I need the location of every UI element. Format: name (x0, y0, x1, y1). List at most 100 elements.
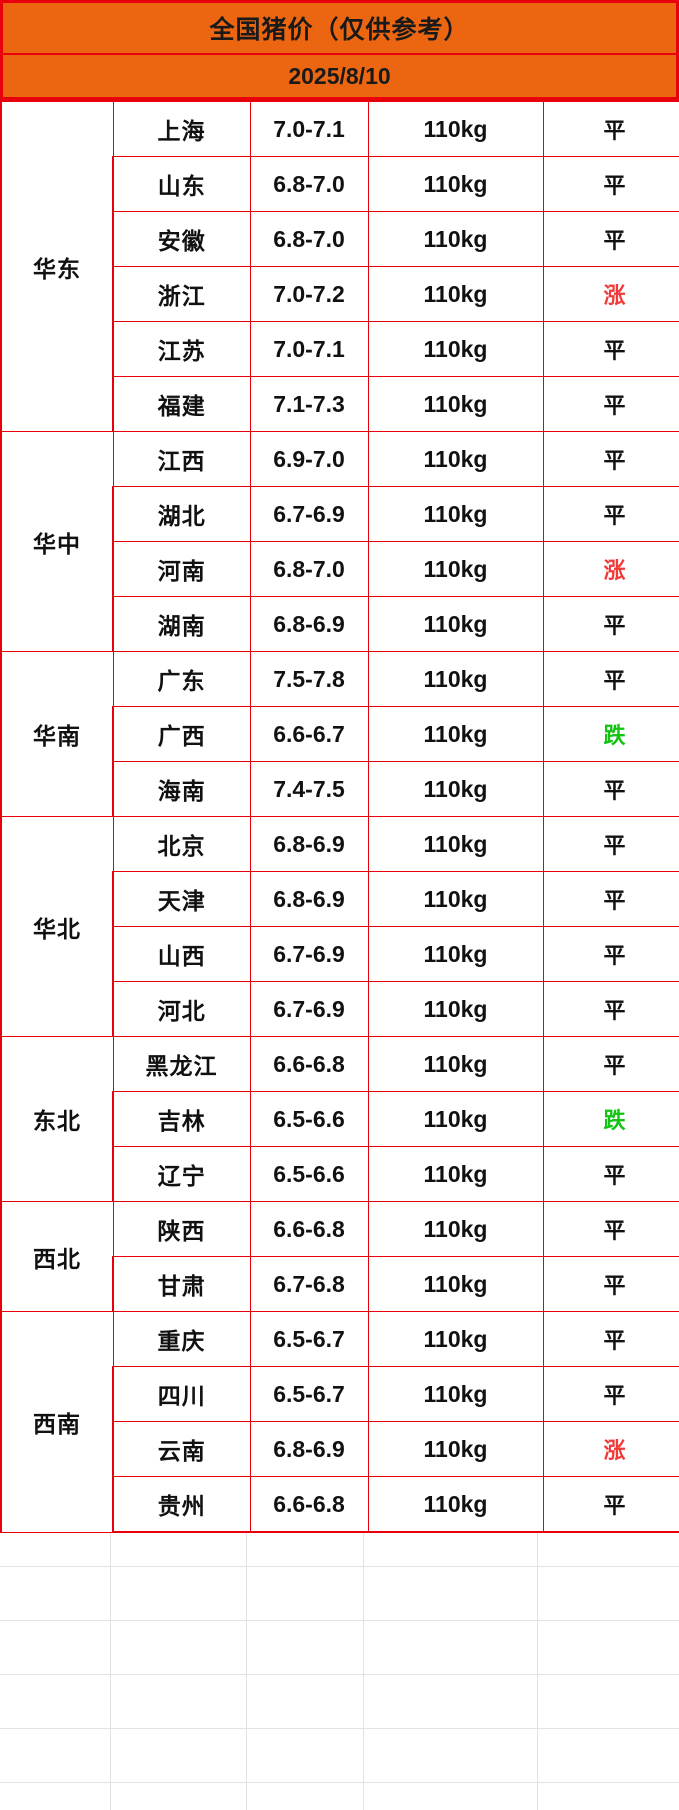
price-cell[interactable]: 6.7-6.9 (249, 981, 369, 1037)
province-cell[interactable]: 浙江 (112, 266, 251, 322)
province-cell[interactable]: 山西 (112, 926, 251, 982)
weight-cell[interactable]: 110kg (367, 1366, 544, 1422)
province-cell[interactable]: 甘肃 (112, 1256, 251, 1312)
weight-cell[interactable]: 110kg (367, 816, 544, 872)
province-cell[interactable]: 吉林 (112, 1091, 251, 1147)
price-cell[interactable]: 6.8-7.0 (249, 211, 369, 267)
trend-cell[interactable]: 平 (542, 926, 679, 982)
province-cell[interactable]: 贵州 (112, 1476, 251, 1533)
trend-cell[interactable]: 平 (542, 651, 679, 707)
price-cell[interactable]: 6.8-7.0 (249, 156, 369, 212)
region-cell[interactable]: 华东 (0, 100, 114, 432)
weight-cell[interactable]: 110kg (367, 1036, 544, 1092)
province-cell[interactable]: 上海 (112, 100, 251, 157)
trend-cell[interactable]: 平 (542, 1146, 679, 1202)
trend-cell[interactable]: 平 (542, 596, 679, 652)
price-cell[interactable]: 6.6-6.7 (249, 706, 369, 762)
trend-cell[interactable]: 平 (542, 486, 679, 542)
price-cell[interactable]: 6.6-6.8 (249, 1201, 369, 1257)
price-cell[interactable]: 7.5-7.8 (249, 651, 369, 707)
price-cell[interactable]: 7.0-7.2 (249, 266, 369, 322)
price-cell[interactable]: 6.5-6.6 (249, 1146, 369, 1202)
trend-cell[interactable]: 平 (542, 321, 679, 377)
trend-cell[interactable]: 平 (542, 211, 679, 267)
trend-cell[interactable]: 平 (542, 981, 679, 1037)
province-cell[interactable]: 天津 (112, 871, 251, 927)
province-cell[interactable]: 山东 (112, 156, 251, 212)
weight-cell[interactable]: 110kg (367, 761, 544, 817)
weight-cell[interactable]: 110kg (367, 376, 544, 432)
weight-cell[interactable]: 110kg (367, 100, 544, 157)
price-cell[interactable]: 6.7-6.9 (249, 486, 369, 542)
province-cell[interactable]: 湖北 (112, 486, 251, 542)
trend-cell[interactable]: 平 (542, 156, 679, 212)
province-cell[interactable]: 北京 (112, 816, 251, 872)
price-cell[interactable]: 7.0-7.1 (249, 100, 369, 157)
weight-cell[interactable]: 110kg (367, 541, 544, 597)
price-cell[interactable]: 6.5-6.7 (249, 1311, 369, 1367)
trend-cell[interactable]: 涨 (542, 266, 679, 322)
province-cell[interactable]: 陕西 (112, 1201, 251, 1257)
trend-cell[interactable]: 跌 (542, 1091, 679, 1147)
weight-cell[interactable]: 110kg (367, 651, 544, 707)
weight-cell[interactable]: 110kg (367, 1146, 544, 1202)
weight-cell[interactable]: 110kg (367, 1476, 544, 1533)
weight-cell[interactable]: 110kg (367, 486, 544, 542)
price-cell[interactable]: 6.5-6.7 (249, 1366, 369, 1422)
region-cell[interactable]: 华北 (0, 816, 114, 1037)
province-cell[interactable]: 福建 (112, 376, 251, 432)
trend-cell[interactable]: 平 (542, 431, 679, 487)
trend-cell[interactable]: 平 (542, 1201, 679, 1257)
weight-cell[interactable]: 110kg (367, 706, 544, 762)
trend-cell[interactable]: 平 (542, 376, 679, 432)
region-cell[interactable]: 华中 (0, 431, 114, 652)
weight-cell[interactable]: 110kg (367, 156, 544, 212)
price-cell[interactable]: 7.4-7.5 (249, 761, 369, 817)
province-cell[interactable]: 河北 (112, 981, 251, 1037)
trend-cell[interactable]: 平 (542, 1036, 679, 1092)
price-cell[interactable]: 6.8-6.9 (249, 596, 369, 652)
price-cell[interactable]: 6.8-6.9 (249, 871, 369, 927)
price-cell[interactable]: 6.7-6.9 (249, 926, 369, 982)
trend-cell[interactable]: 平 (542, 100, 679, 157)
trend-cell[interactable]: 涨 (542, 541, 679, 597)
province-cell[interactable]: 安徽 (112, 211, 251, 267)
price-cell[interactable]: 6.5-6.6 (249, 1091, 369, 1147)
weight-cell[interactable]: 110kg (367, 1311, 544, 1367)
price-cell[interactable]: 6.8-6.9 (249, 816, 369, 872)
province-cell[interactable]: 辽宁 (112, 1146, 251, 1202)
weight-cell[interactable]: 110kg (367, 1201, 544, 1257)
province-cell[interactable]: 重庆 (112, 1311, 251, 1367)
price-cell[interactable]: 6.9-7.0 (249, 431, 369, 487)
price-cell[interactable]: 6.8-6.9 (249, 1421, 369, 1477)
region-cell[interactable]: 西南 (0, 1311, 114, 1533)
price-cell[interactable]: 6.7-6.8 (249, 1256, 369, 1312)
province-cell[interactable]: 湖南 (112, 596, 251, 652)
region-cell[interactable]: 西北 (0, 1201, 114, 1312)
weight-cell[interactable]: 110kg (367, 1421, 544, 1477)
price-cell[interactable]: 6.8-7.0 (249, 541, 369, 597)
province-cell[interactable]: 黑龙江 (112, 1036, 251, 1092)
province-cell[interactable]: 江苏 (112, 321, 251, 377)
weight-cell[interactable]: 110kg (367, 211, 544, 267)
province-cell[interactable]: 海南 (112, 761, 251, 817)
weight-cell[interactable]: 110kg (367, 431, 544, 487)
weight-cell[interactable]: 110kg (367, 871, 544, 927)
trend-cell[interactable]: 平 (542, 1476, 679, 1533)
price-cell[interactable]: 6.6-6.8 (249, 1476, 369, 1533)
region-cell[interactable]: 东北 (0, 1036, 114, 1202)
province-cell[interactable]: 四川 (112, 1366, 251, 1422)
price-cell[interactable]: 7.0-7.1 (249, 321, 369, 377)
trend-cell[interactable]: 平 (542, 1256, 679, 1312)
weight-cell[interactable]: 110kg (367, 266, 544, 322)
province-cell[interactable]: 江西 (112, 431, 251, 487)
trend-cell[interactable]: 平 (542, 816, 679, 872)
region-cell[interactable]: 华南 (0, 651, 114, 817)
trend-cell[interactable]: 平 (542, 1366, 679, 1422)
weight-cell[interactable]: 110kg (367, 926, 544, 982)
price-cell[interactable]: 7.1-7.3 (249, 376, 369, 432)
province-cell[interactable]: 河南 (112, 541, 251, 597)
weight-cell[interactable]: 110kg (367, 596, 544, 652)
province-cell[interactable]: 广东 (112, 651, 251, 707)
province-cell[interactable]: 云南 (112, 1421, 251, 1477)
